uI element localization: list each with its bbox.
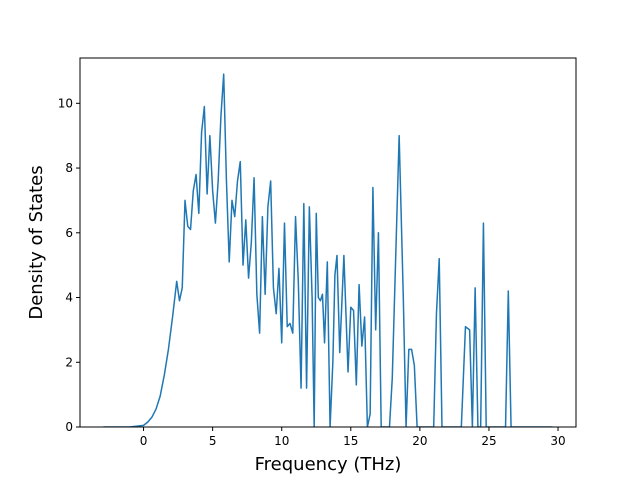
- x-tick-label: 30: [550, 434, 565, 448]
- x-tick-label: 5: [209, 434, 217, 448]
- axes-frame: [79, 57, 577, 428]
- y-tick-label: 4: [65, 291, 73, 305]
- y-tick-label: 2: [65, 355, 73, 369]
- dos-series-line: [103, 73, 553, 427]
- x-tick-label: 0: [140, 434, 148, 448]
- x-tick-label: 25: [481, 434, 496, 448]
- x-tick-label: 15: [343, 434, 358, 448]
- y-tick-label: 0: [65, 420, 73, 434]
- x-axis-label: Frequency (THz): [255, 454, 402, 475]
- plot-area: [103, 73, 553, 427]
- x-tick-label: 10: [274, 434, 289, 448]
- x-axis-ticks: 0 5 10 15 20 25 30: [140, 427, 566, 448]
- x-tick-label: 20: [412, 434, 427, 448]
- y-axis-ticks: 0 2 4 6 8 10: [58, 96, 80, 434]
- y-tick-label: 10: [58, 96, 73, 110]
- y-tick-label: 8: [65, 161, 73, 175]
- y-tick-label: 6: [65, 226, 73, 240]
- y-axis-label: Density of States: [26, 165, 47, 319]
